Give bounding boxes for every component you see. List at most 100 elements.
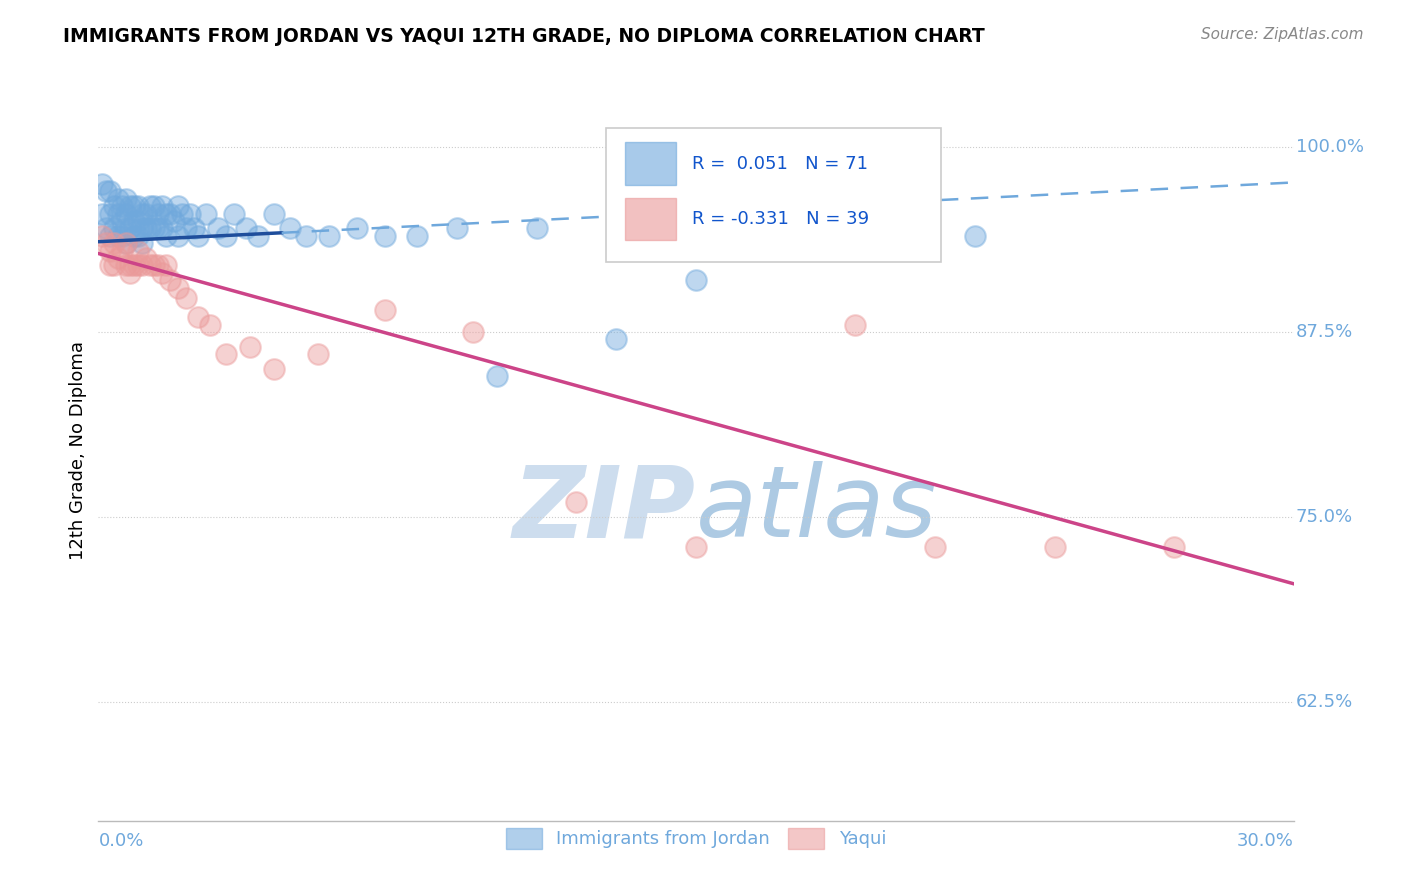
Point bbox=[143, 199, 166, 213]
Point bbox=[150, 266, 173, 280]
FancyBboxPatch shape bbox=[606, 128, 941, 261]
Point bbox=[120, 258, 142, 272]
Point bbox=[195, 206, 218, 220]
Point bbox=[526, 221, 548, 235]
Point bbox=[187, 310, 209, 325]
Point bbox=[115, 236, 138, 251]
Point bbox=[115, 221, 138, 235]
Point bbox=[155, 206, 177, 220]
Point bbox=[103, 199, 125, 213]
Point bbox=[120, 266, 142, 280]
Text: 87.5%: 87.5% bbox=[1296, 323, 1353, 341]
Point bbox=[924, 540, 946, 554]
Point bbox=[96, 185, 118, 199]
Point bbox=[148, 206, 170, 220]
Text: R = -0.331   N = 39: R = -0.331 N = 39 bbox=[692, 211, 869, 228]
Point bbox=[91, 228, 114, 243]
Point bbox=[103, 258, 125, 272]
Point bbox=[98, 206, 122, 220]
Point bbox=[150, 199, 173, 213]
Point bbox=[685, 540, 707, 554]
Point bbox=[135, 251, 157, 265]
Point bbox=[98, 185, 122, 199]
Point bbox=[143, 258, 166, 272]
Point bbox=[91, 177, 114, 191]
Point bbox=[167, 228, 190, 243]
Point bbox=[605, 332, 627, 346]
Point bbox=[222, 206, 245, 220]
Point bbox=[167, 199, 190, 213]
Text: 75.0%: 75.0% bbox=[1296, 508, 1353, 526]
Point bbox=[127, 258, 149, 272]
Point bbox=[963, 228, 986, 243]
Point bbox=[346, 221, 368, 235]
Point bbox=[318, 228, 340, 243]
Point bbox=[107, 251, 129, 265]
Point bbox=[98, 244, 122, 258]
Point bbox=[124, 199, 146, 213]
Point bbox=[246, 228, 269, 243]
Point bbox=[131, 236, 153, 251]
Text: IMMIGRANTS FROM JORDAN VS YAQUI 12TH GRADE, NO DIPLOMA CORRELATION CHART: IMMIGRANTS FROM JORDAN VS YAQUI 12TH GRA… bbox=[63, 27, 986, 45]
Point bbox=[111, 199, 134, 213]
Point bbox=[1163, 540, 1185, 554]
Point bbox=[120, 199, 142, 213]
Point bbox=[167, 280, 190, 294]
Point bbox=[131, 221, 153, 235]
Point bbox=[103, 236, 125, 251]
Point bbox=[139, 258, 162, 272]
Point bbox=[406, 228, 429, 243]
Text: R =  0.051   N = 71: R = 0.051 N = 71 bbox=[692, 154, 869, 172]
Text: 30.0%: 30.0% bbox=[1237, 832, 1294, 850]
Point bbox=[115, 192, 138, 206]
Text: 62.5%: 62.5% bbox=[1296, 693, 1353, 711]
Point bbox=[124, 228, 146, 243]
Point bbox=[174, 221, 197, 235]
Point bbox=[111, 244, 134, 258]
Point bbox=[155, 258, 177, 272]
Point bbox=[179, 206, 201, 220]
Point bbox=[124, 258, 146, 272]
Point bbox=[307, 347, 329, 361]
Point bbox=[278, 221, 301, 235]
Point bbox=[127, 244, 149, 258]
Point bbox=[565, 495, 588, 509]
Point bbox=[174, 291, 197, 305]
Point bbox=[91, 206, 114, 220]
Point bbox=[446, 221, 468, 235]
Point bbox=[115, 236, 138, 251]
Point bbox=[131, 258, 153, 272]
Text: 100.0%: 100.0% bbox=[1296, 138, 1364, 156]
Point bbox=[183, 221, 205, 235]
Point bbox=[111, 228, 134, 243]
Legend: Immigrants from Jordan, Yaqui: Immigrants from Jordan, Yaqui bbox=[499, 821, 893, 856]
Point bbox=[294, 228, 316, 243]
Point bbox=[148, 258, 170, 272]
Point bbox=[115, 206, 138, 220]
Point bbox=[135, 206, 157, 220]
Point bbox=[107, 206, 129, 220]
FancyBboxPatch shape bbox=[626, 198, 676, 240]
Point bbox=[235, 221, 257, 235]
Point bbox=[96, 221, 118, 235]
Point bbox=[844, 318, 866, 332]
Point bbox=[103, 221, 125, 235]
Text: atlas: atlas bbox=[696, 461, 938, 558]
Point bbox=[374, 228, 396, 243]
Point bbox=[98, 258, 122, 272]
Point bbox=[207, 221, 229, 235]
Point bbox=[98, 228, 122, 243]
Point bbox=[96, 236, 118, 251]
Point bbox=[374, 302, 396, 317]
Point bbox=[127, 214, 149, 228]
Point bbox=[263, 206, 285, 220]
Y-axis label: 12th Grade, No Diploma: 12th Grade, No Diploma bbox=[69, 341, 87, 560]
Point bbox=[115, 258, 138, 272]
Point bbox=[172, 206, 194, 220]
Point bbox=[485, 369, 508, 384]
Point bbox=[131, 206, 153, 220]
Point bbox=[198, 318, 221, 332]
Point bbox=[111, 214, 134, 228]
Point bbox=[804, 228, 827, 243]
Point bbox=[685, 273, 707, 287]
